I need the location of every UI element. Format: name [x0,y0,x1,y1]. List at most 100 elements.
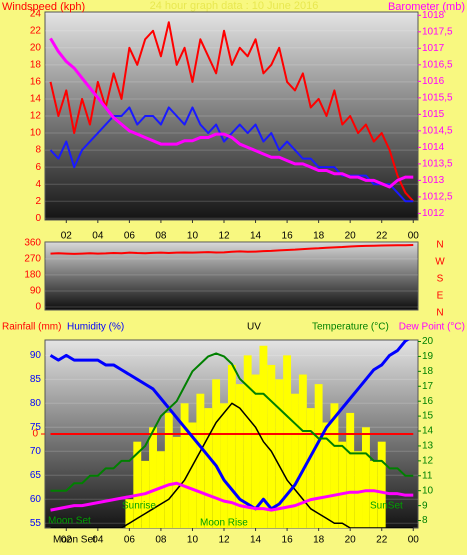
tick-label: 10 [422,485,434,496]
legend-entry: Humidity (%) [67,322,124,333]
tick-label: 1012 [422,208,445,219]
tick-label: 13 [422,441,434,452]
x-tick-label: 00 [408,231,420,242]
tick-label: 90 [30,350,42,361]
bar [156,451,165,528]
tick-label: 90 [30,286,42,297]
bar [377,441,386,528]
tick-label: 11 [422,470,433,481]
bar [243,355,252,528]
x-tick-label: 16 [282,231,294,242]
compass-label: E [437,291,444,302]
bar [149,427,157,528]
tick-label: 12 [422,455,434,466]
compass-label: S [437,274,444,285]
x-tick-label: 18 [313,535,325,546]
x-tick-label: 20 [345,231,357,242]
bar [204,408,213,528]
x-tick-label: 00 [408,535,420,546]
tick-label: 19 [422,351,434,362]
x-tick-label: 08 [155,231,167,242]
tick-label: 14 [422,426,434,437]
tick-label: 1015,5 [422,92,453,103]
y2-axis-label: Barometer (mb) [388,1,465,13]
legend-entry: Dew Point (°C) [399,322,465,333]
tick-label: 360 [24,238,41,249]
series-line [49,21,415,202]
compass-label: N [436,308,443,319]
tick-label: 75 [30,422,42,433]
annotation: Moon Set [53,535,96,546]
tick-label: 85 [30,374,42,385]
bar [188,422,197,528]
legend-entry: UV [247,322,261,333]
tick-label: 1012,5 [422,192,453,203]
legend-entry: Temperature (°C) [312,322,389,333]
bar [354,451,363,528]
series-line [50,481,414,512]
bar [291,393,299,528]
series-line [50,402,414,528]
x-tick-label: 06 [124,535,136,546]
tick-label: 1017 [422,43,445,54]
x-tick-label: 20 [345,535,357,546]
tick-label: 16 [422,396,434,407]
x-tick-label: 04 [92,231,104,242]
tick-label: 1014,5 [422,125,453,136]
bar [322,422,331,528]
tick-label: 1018 [422,10,445,21]
annotation: Moon Rise [200,518,248,529]
x-tick-label: 04 [92,535,104,546]
tick-label: 270 [24,254,41,265]
bar [251,374,260,528]
x-tick-label: 12 [218,231,230,242]
tick-label: 9 [422,500,428,511]
tick-label: 1013 [422,175,445,186]
x-tick-label: 22 [376,231,388,242]
bar [227,364,236,528]
tick-label: 4 [35,179,41,190]
legend-entry: Rainfall (mm) [2,322,61,333]
tick-label: 17 [422,381,434,392]
tick-label: 0 [35,302,41,313]
tick-label: 12 [30,111,42,122]
tick-label: 1014 [422,142,445,153]
x-tick-label: 12 [218,535,230,546]
tick-label: 8 [35,145,41,156]
tick-label: 65 [30,470,42,481]
x-tick-label: 08 [155,535,167,546]
bar [259,345,268,528]
tick-label: 22 [30,25,42,36]
bar [125,499,134,528]
tick-label: 55 [30,518,42,529]
bar [275,379,284,528]
x-tick-label: 02 [61,535,73,546]
x-tick-label: 16 [282,535,294,546]
bar [298,374,307,528]
tick-label: 14 [30,94,42,105]
tick-label: 180 [24,270,41,281]
y-axis-label: Windspeed (kph) [2,1,85,13]
x-tick-label: 18 [313,231,325,242]
bar [267,364,276,528]
x-tick-label: 22 [376,535,388,546]
bar [133,441,142,528]
tick-label: 1013,5 [422,159,453,170]
x-tick-label: 14 [250,231,262,242]
tick-label: 20 [30,42,42,53]
tick-label: 15 [422,411,434,422]
tick-label: 1017,5 [422,26,453,37]
x-tick-label: 10 [187,535,199,546]
tick-label: 80 [30,398,42,409]
plot-layer [49,340,414,528]
plot-layer [49,21,415,203]
tick-label: 60 [30,494,42,505]
x-tick-label: 14 [250,535,262,546]
x-tick-label: 10 [187,231,199,242]
bar [330,403,339,528]
bar [235,384,244,528]
bar [180,403,189,528]
bar [362,427,370,528]
